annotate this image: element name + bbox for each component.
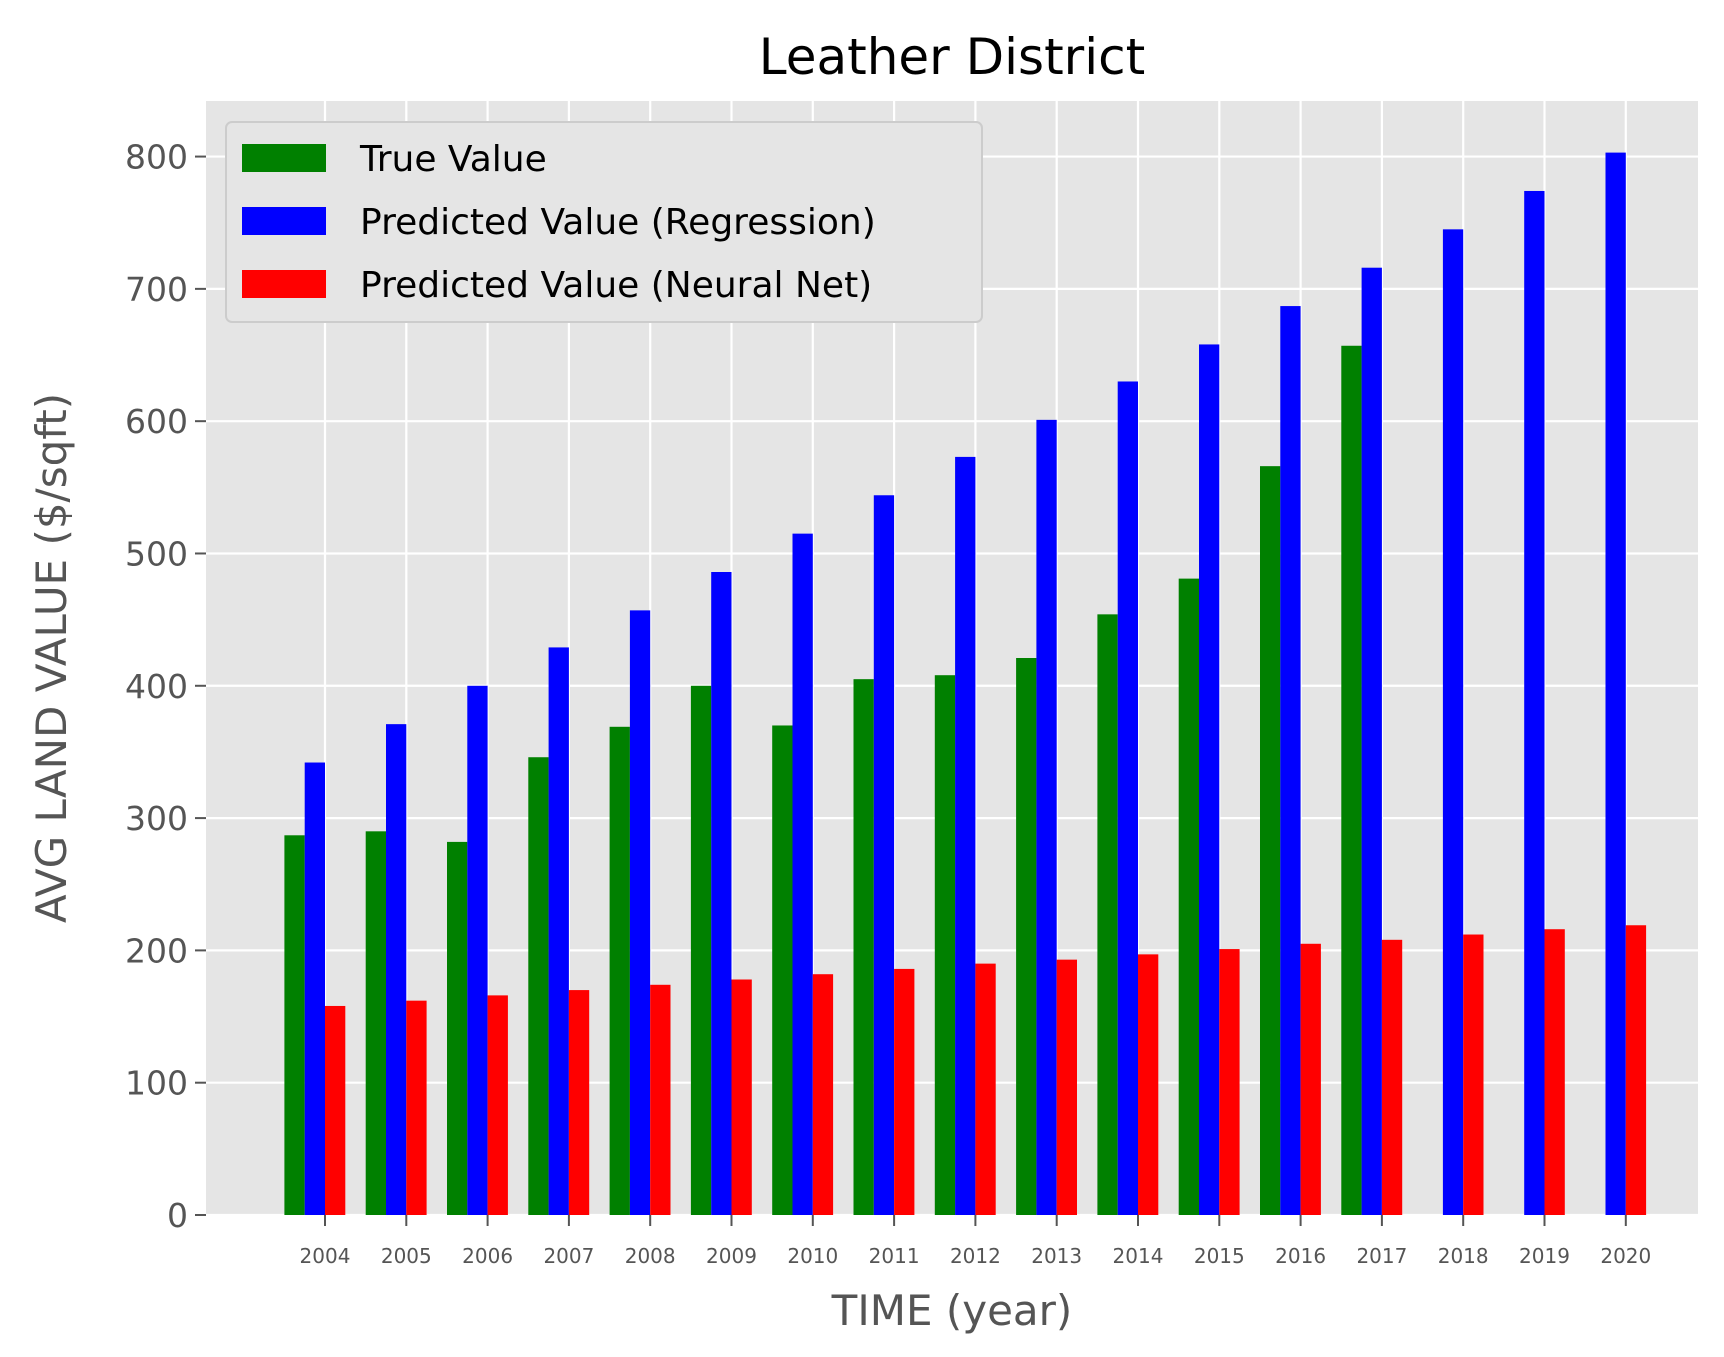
bar bbox=[955, 456, 976, 1216]
bar bbox=[812, 974, 834, 1215]
bar bbox=[304, 762, 325, 1215]
bar bbox=[711, 572, 732, 1215]
y-tick-label: 800 bbox=[125, 138, 188, 177]
legend: True Value Predicted Value (Regression) Pr… bbox=[225, 121, 983, 323]
y-axis-label: AVG LAND VALUE ($/sqft) bbox=[27, 393, 76, 923]
x-tick-label: 2014 bbox=[1113, 1244, 1164, 1268]
bar bbox=[629, 610, 651, 1215]
bar bbox=[650, 984, 671, 1215]
bar bbox=[1280, 306, 1301, 1215]
y-tick-label: 500 bbox=[125, 534, 188, 573]
x-tick-label: 2008 bbox=[625, 1244, 676, 1268]
bar bbox=[1381, 939, 1403, 1215]
x-axis-ticks: 2004 2005 2006 2007 2008 2009 2010 2011 2012 2013… bbox=[300, 1215, 1651, 1268]
y-tick-label: 200 bbox=[125, 931, 188, 970]
x-tick-label: 2019 bbox=[1519, 1244, 1570, 1268]
bar bbox=[1138, 954, 1159, 1215]
y-tick-label: 100 bbox=[125, 1064, 188, 1103]
y-axis-ticks: 0 100 200 300 400 500 600 700 800 bbox=[125, 138, 206, 1235]
y-tick-label: 0 bbox=[167, 1196, 188, 1235]
y-tick-label: 700 bbox=[125, 270, 188, 309]
bar bbox=[894, 968, 915, 1215]
bar bbox=[609, 726, 630, 1215]
legend-swatch bbox=[242, 144, 326, 172]
bar bbox=[548, 647, 569, 1215]
bar bbox=[1442, 229, 1464, 1216]
x-tick-label: 2010 bbox=[787, 1244, 838, 1268]
bar bbox=[386, 724, 407, 1215]
bar bbox=[467, 685, 488, 1215]
bar bbox=[1544, 929, 1565, 1215]
chart-title: Leather District bbox=[759, 28, 1145, 86]
x-tick-label: 2015 bbox=[1194, 1244, 1245, 1268]
bar bbox=[873, 495, 895, 1216]
x-axis-label: TIME (year) bbox=[831, 1286, 1073, 1335]
bar bbox=[1463, 934, 1484, 1215]
x-tick-label: 2012 bbox=[950, 1244, 1001, 1268]
bar bbox=[284, 835, 305, 1215]
bars bbox=[284, 152, 1647, 1216]
bar bbox=[1097, 614, 1118, 1215]
bar bbox=[1016, 658, 1037, 1215]
bar bbox=[528, 757, 549, 1215]
x-tick-label: 2020 bbox=[1600, 1244, 1651, 1268]
bar bbox=[1300, 943, 1321, 1215]
bar bbox=[1036, 419, 1057, 1215]
bar bbox=[1605, 152, 1626, 1215]
bar bbox=[365, 831, 386, 1215]
y-tick-label: 600 bbox=[125, 402, 188, 441]
legend-entry: Predicted Value (Regression) bbox=[360, 202, 876, 243]
y-tick-label: 300 bbox=[125, 799, 188, 838]
legend-entry: True Value bbox=[359, 139, 547, 180]
x-tick-label: 2004 bbox=[300, 1244, 351, 1268]
bar bbox=[690, 685, 712, 1215]
bar bbox=[1524, 190, 1545, 1215]
bar bbox=[934, 675, 956, 1215]
x-tick-label: 2007 bbox=[543, 1244, 594, 1268]
bar bbox=[1117, 381, 1138, 1215]
bar bbox=[487, 995, 508, 1215]
legend-swatch bbox=[242, 270, 326, 298]
legend-box bbox=[225, 121, 983, 323]
x-tick-label: 2011 bbox=[869, 1244, 920, 1268]
legend-entry: Predicted Value (Neural Net) bbox=[360, 265, 872, 306]
bar bbox=[568, 990, 590, 1215]
x-tick-label: 2016 bbox=[1275, 1244, 1326, 1268]
y-tick-label: 400 bbox=[125, 667, 188, 706]
bar bbox=[975, 963, 996, 1215]
bar bbox=[1341, 345, 1362, 1216]
legend-swatch bbox=[242, 207, 326, 235]
x-tick-label: 2017 bbox=[1356, 1244, 1407, 1268]
x-tick-label: 2013 bbox=[1031, 1244, 1082, 1268]
x-tick-label: 2006 bbox=[462, 1244, 513, 1268]
bar bbox=[1260, 466, 1281, 1215]
bar bbox=[1056, 959, 1077, 1215]
bar bbox=[1625, 925, 1647, 1215]
bar bbox=[731, 979, 752, 1215]
bar bbox=[325, 1005, 346, 1215]
x-tick-label: 2005 bbox=[381, 1244, 432, 1268]
bar bbox=[1199, 344, 1220, 1215]
x-tick-label: 2009 bbox=[706, 1244, 757, 1268]
bar bbox=[447, 841, 468, 1215]
x-tick-label: 2018 bbox=[1438, 1244, 1489, 1268]
bar bbox=[853, 679, 874, 1215]
bar bbox=[792, 533, 813, 1215]
bar bbox=[406, 1000, 427, 1215]
bar bbox=[1219, 949, 1240, 1215]
bar bbox=[1361, 267, 1382, 1215]
bar bbox=[772, 725, 793, 1215]
bar bbox=[1178, 578, 1199, 1215]
